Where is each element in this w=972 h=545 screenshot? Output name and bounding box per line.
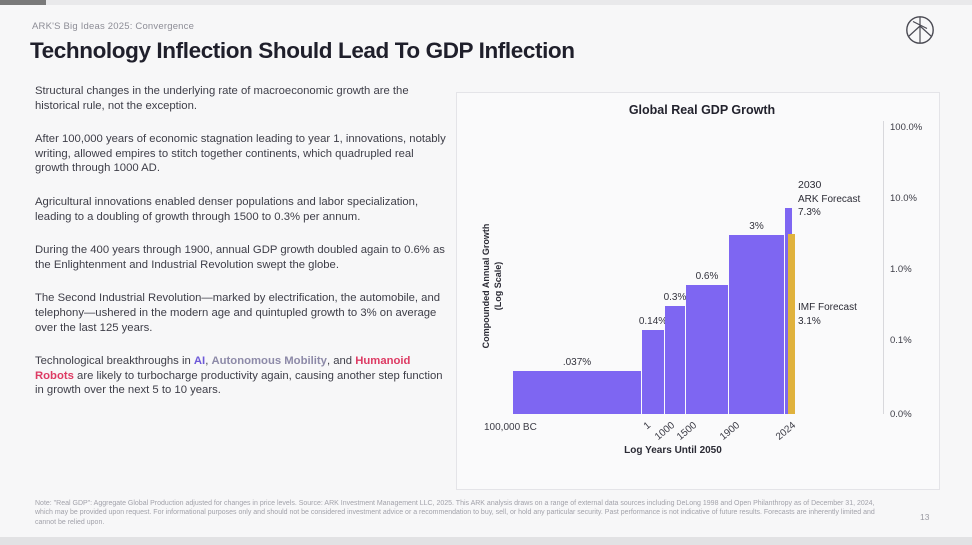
x-tick-label: 1900 xyxy=(717,420,743,443)
narrative-text: Structural changes in the underlying rat… xyxy=(35,84,447,417)
ai-highlight: AI xyxy=(193,355,206,368)
y-tick-label: 10.0% xyxy=(890,193,917,204)
gdp-growth-chart: Global Real GDP Growth Compounded Annual… xyxy=(456,92,940,490)
bar-value-label: 3% xyxy=(749,221,764,233)
x-tick-label: 100,000 BC xyxy=(484,422,537,433)
page-title: Technology Inflection Should Lead To GDP… xyxy=(30,38,575,63)
y-tick-label: 100.0% xyxy=(890,122,923,133)
imf-forecast-annotation: IMF Forecast 3.1% xyxy=(798,301,857,328)
history-bar xyxy=(729,235,784,414)
x-tick-label: 1000 xyxy=(652,420,678,443)
x-tick-label: 1 xyxy=(641,420,654,433)
paragraph: After 100,000 years of economic stagnati… xyxy=(35,133,446,175)
ark-forecast-annotation: 2030 ARK Forecast 7.3% xyxy=(798,179,860,220)
highlight-prefix: Technological breakthroughs in xyxy=(35,355,194,368)
x-tick-label: 1500 xyxy=(674,420,700,443)
bar-value-label: 0.3% xyxy=(663,292,687,304)
paragraph: Agricultural innovations enabled denser … xyxy=(35,195,419,223)
letterbox-top xyxy=(0,0,972,5)
y-tick-label: 0.0% xyxy=(890,409,912,420)
deck-eyebrow: ARK'S Big Ideas 2025: Convergence xyxy=(32,21,195,32)
x-axis-label: Log Years Until 2050 xyxy=(624,445,722,456)
separator: , and xyxy=(326,355,356,368)
paragraph-highlighted: Technological breakthroughs in AI, Auton… xyxy=(35,354,447,398)
bar-value-label: 0.14% xyxy=(638,315,668,327)
letterbox-top-corner xyxy=(0,0,46,5)
chart-title: Global Real GDP Growth xyxy=(628,103,776,117)
bar-value-label: .037% xyxy=(562,356,592,368)
bar-value-label: 0.6% xyxy=(695,270,719,282)
history-bar xyxy=(686,284,728,414)
ark-logo-icon xyxy=(906,16,934,44)
forecast-year: 2030 xyxy=(798,179,822,191)
humanoid-robots-highlight: Humanoid Robots xyxy=(35,355,411,382)
autonomous-mobility-highlight: Autonomous Mobility xyxy=(211,355,327,368)
x-tick-label: 2024 xyxy=(773,420,799,443)
chart-plot: .037% 0.14% 0.3% 0.6% 3% 100.0% 10.0% 1.0% 0.1% 0… xyxy=(457,93,941,491)
forecast-value: 7.3% xyxy=(798,207,821,218)
right-axis-line xyxy=(883,121,884,414)
separator: , xyxy=(205,355,212,368)
history-bar xyxy=(513,370,641,414)
history-bar xyxy=(665,306,685,414)
y-tick-label: 0.1% xyxy=(890,335,912,346)
forecast-value: 3.1% xyxy=(798,315,821,327)
page-number: 13 xyxy=(920,512,930,522)
y-tick-label: 1.0% xyxy=(890,264,912,275)
footnote: Note: "Real GDP": Aggregate Global Produ… xyxy=(35,500,875,526)
paragraph: Structural changes in the underlying rat… xyxy=(35,85,409,112)
highlight-suffix: are likely to turbocharge productivity a… xyxy=(35,369,443,397)
history-bar xyxy=(642,329,664,414)
forecast-name: IMF Forecast xyxy=(798,302,857,313)
paragraph: The Second Industrial Revolution—marked … xyxy=(35,292,441,334)
paragraph: During the 400 years through 1900, annua… xyxy=(35,244,445,271)
imf-forecast-bar xyxy=(788,234,795,414)
forecast-name: ARK Forecast xyxy=(798,193,861,205)
letterbox-bottom xyxy=(0,537,972,545)
